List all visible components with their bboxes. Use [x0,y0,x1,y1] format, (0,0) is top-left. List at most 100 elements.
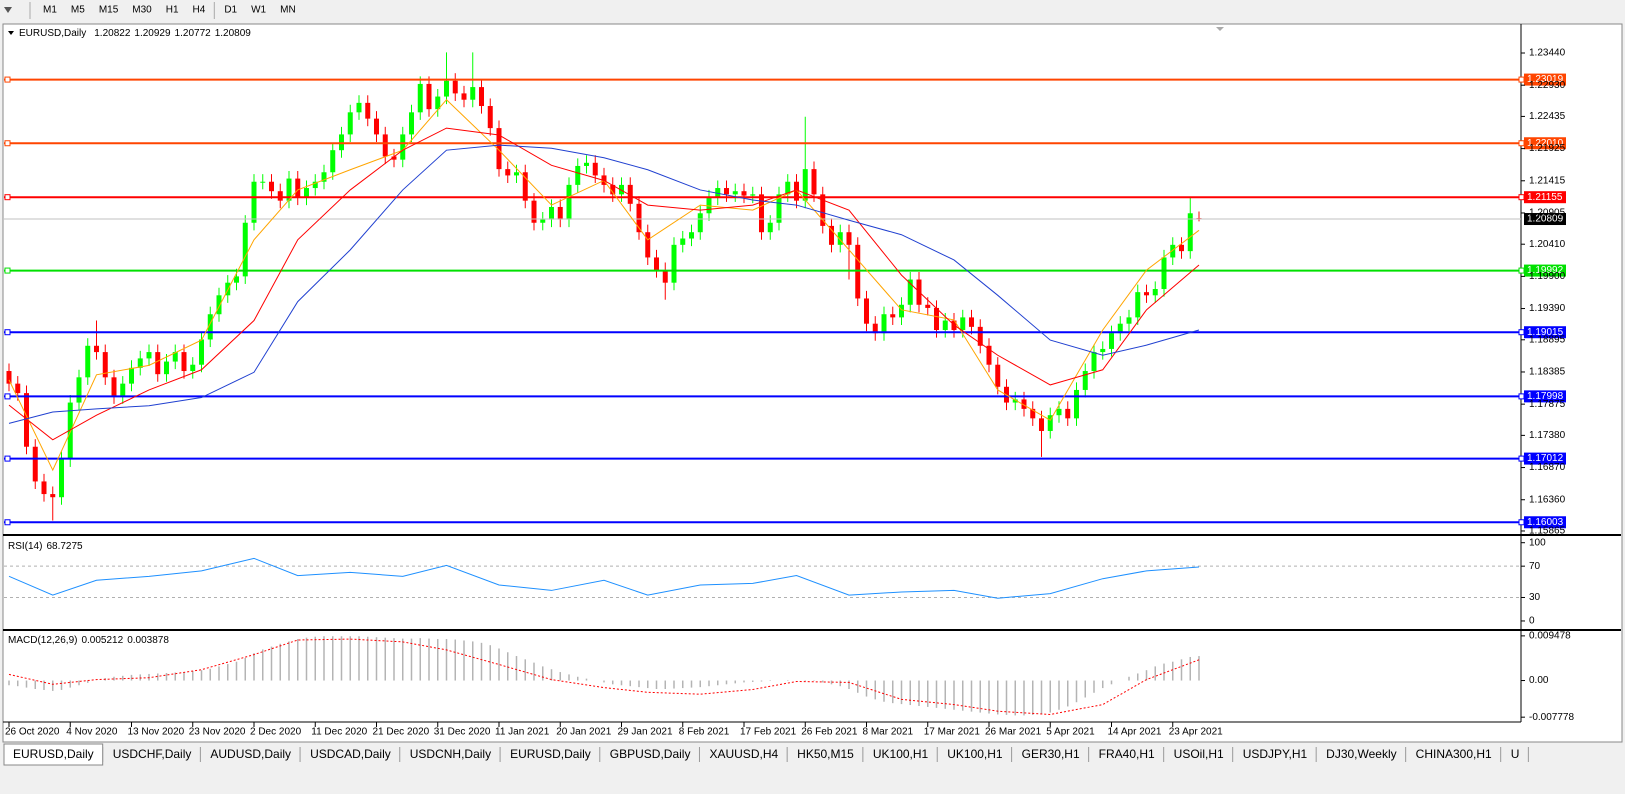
symbol-tab[interactable]: XAUUSD,H4 [700,744,788,765]
tab-background [103,744,201,765]
candle-body [864,298,869,324]
candle-body [76,377,82,403]
timeframe-label: W1 [251,5,266,16]
panel-title-value: 1.20809 [215,28,252,39]
tab-background [863,744,938,765]
candle-body [1100,348,1106,353]
tab-label: EURUSD,Daily [510,747,591,761]
candle-body [505,169,511,176]
candle-body [1109,333,1114,349]
y-tick-label: 1.22435 [1529,111,1566,122]
candle-body [207,314,213,340]
candle-body [645,232,651,258]
panel-title-name: MACD(12,26,9) [8,635,77,646]
symbol-tab[interactable]: GER30,H1 [1012,744,1090,765]
symbol-tab[interactable]: AUDUSD,Daily [201,744,301,765]
candle-body [671,244,677,283]
symbol-tab[interactable]: GBPUSD,Daily [600,744,700,765]
candle-body [24,393,29,447]
candle-body [829,225,834,245]
timeframe-label: H1 [166,5,179,16]
tab-label: UK100,H1 [873,747,929,761]
candle-body [461,93,467,100]
timeframe-button[interactable]: M1 [43,5,57,16]
symbol-tab[interactable]: HK50,M15 [788,744,864,765]
y-tick-label: 70 [1529,561,1541,572]
tab-background [788,744,863,765]
timeframe-label: M15 [99,5,119,16]
timeframe-button[interactable]: D1 [224,5,237,16]
tab-background [201,744,301,765]
candle-body [374,118,379,135]
timeframe-button[interactable]: M15 [99,5,119,16]
date-label: 5 Apr 2021 [1046,727,1095,738]
symbol-tab[interactable]: FRA40,H1 [1089,744,1165,765]
tab-label: GER30,H1 [1022,747,1080,761]
date-label: 8 Feb 2021 [679,727,730,738]
symbol-tab[interactable]: UK100,H1 [863,744,938,765]
candle-body [706,197,712,214]
tab-background [1317,744,1406,765]
timeframe-button[interactable]: M30 [132,5,152,16]
symbol-tab[interactable]: USOil,H1 [1164,744,1234,765]
candle-body [899,304,904,318]
level-anchor [4,519,11,526]
date-label: 17 Feb 2021 [740,727,797,738]
candle-body [575,165,581,185]
symbol-tab[interactable]: USDJPY,H1 [1233,744,1317,765]
tab-label: USDJPY,H1 [1243,747,1308,761]
candle-body [785,181,791,195]
candle-body [356,102,362,113]
candle-body [969,317,974,327]
tab-label: USDCAD,Daily [310,747,391,761]
candle-body [444,80,449,97]
timeframe-button[interactable]: H1 [166,5,179,16]
symbol-tab[interactable]: USDCAD,Daily [301,744,401,765]
candle-body [365,102,371,119]
y-tick-label: 1.19900 [1529,271,1566,282]
tab-background [1501,744,1529,765]
tab-background [301,744,400,765]
y-tick-label: -0.007778 [1529,712,1574,723]
y-tick-label: 1.22930 [1529,80,1566,91]
y-tick-label: 0 [1529,616,1535,627]
candle-body [487,106,493,129]
symbol-tab[interactable]: UK100,H1 [938,744,1013,765]
date-label: 20 Jan 2021 [556,727,611,738]
timeframe-button[interactable]: MN [280,5,296,16]
candle-body [540,219,546,223]
candle-body [1056,408,1062,416]
level-label-bg [1524,516,1566,529]
candle-body [934,307,939,331]
symbol-tab[interactable]: USDCHF,Daily [103,744,201,765]
symbol-tab[interactable]: CHINA300,H1 [1406,744,1502,765]
y-tick-label: 1.19390 [1529,303,1566,314]
date-label: 8 Mar 2021 [863,727,914,738]
level-label: 1.17012 [1527,453,1564,464]
candle-body [925,304,931,308]
level-label-bg [1524,264,1566,277]
symbol-tab[interactable]: USDCNH,Daily [400,744,501,765]
symbol-tab[interactable]: EURUSD,Daily [501,744,601,765]
candle-body [662,270,668,283]
level-anchor [1518,140,1525,147]
candle-body [400,134,406,160]
tab-label: GBPUSD,Daily [610,747,691,761]
timeframe-button[interactable]: H4 [193,2,215,19]
timeframe-button[interactable]: M5 [71,5,85,16]
tab-label: HK50,M15 [797,747,854,761]
indicator-line [8,144,1200,424]
symbol-tab[interactable]: U [1501,744,1529,765]
panel-title: MACD(12,26,9) 0.005212 0.003878 [8,635,169,646]
symbol-tab[interactable]: DJ30,Weekly [1317,744,1407,765]
y-tick-label: 1.21925 [1529,143,1566,154]
candle-body [382,134,388,157]
symbol-tab[interactable]: EURUSD,Daily [3,743,104,766]
candle-body [1082,371,1088,390]
candle-body [1012,399,1018,403]
timeframe-button[interactable]: W1 [251,5,266,16]
date-label: 23 Apr 2021 [1169,727,1223,738]
y-tick-label: 1.16360 [1529,494,1566,505]
